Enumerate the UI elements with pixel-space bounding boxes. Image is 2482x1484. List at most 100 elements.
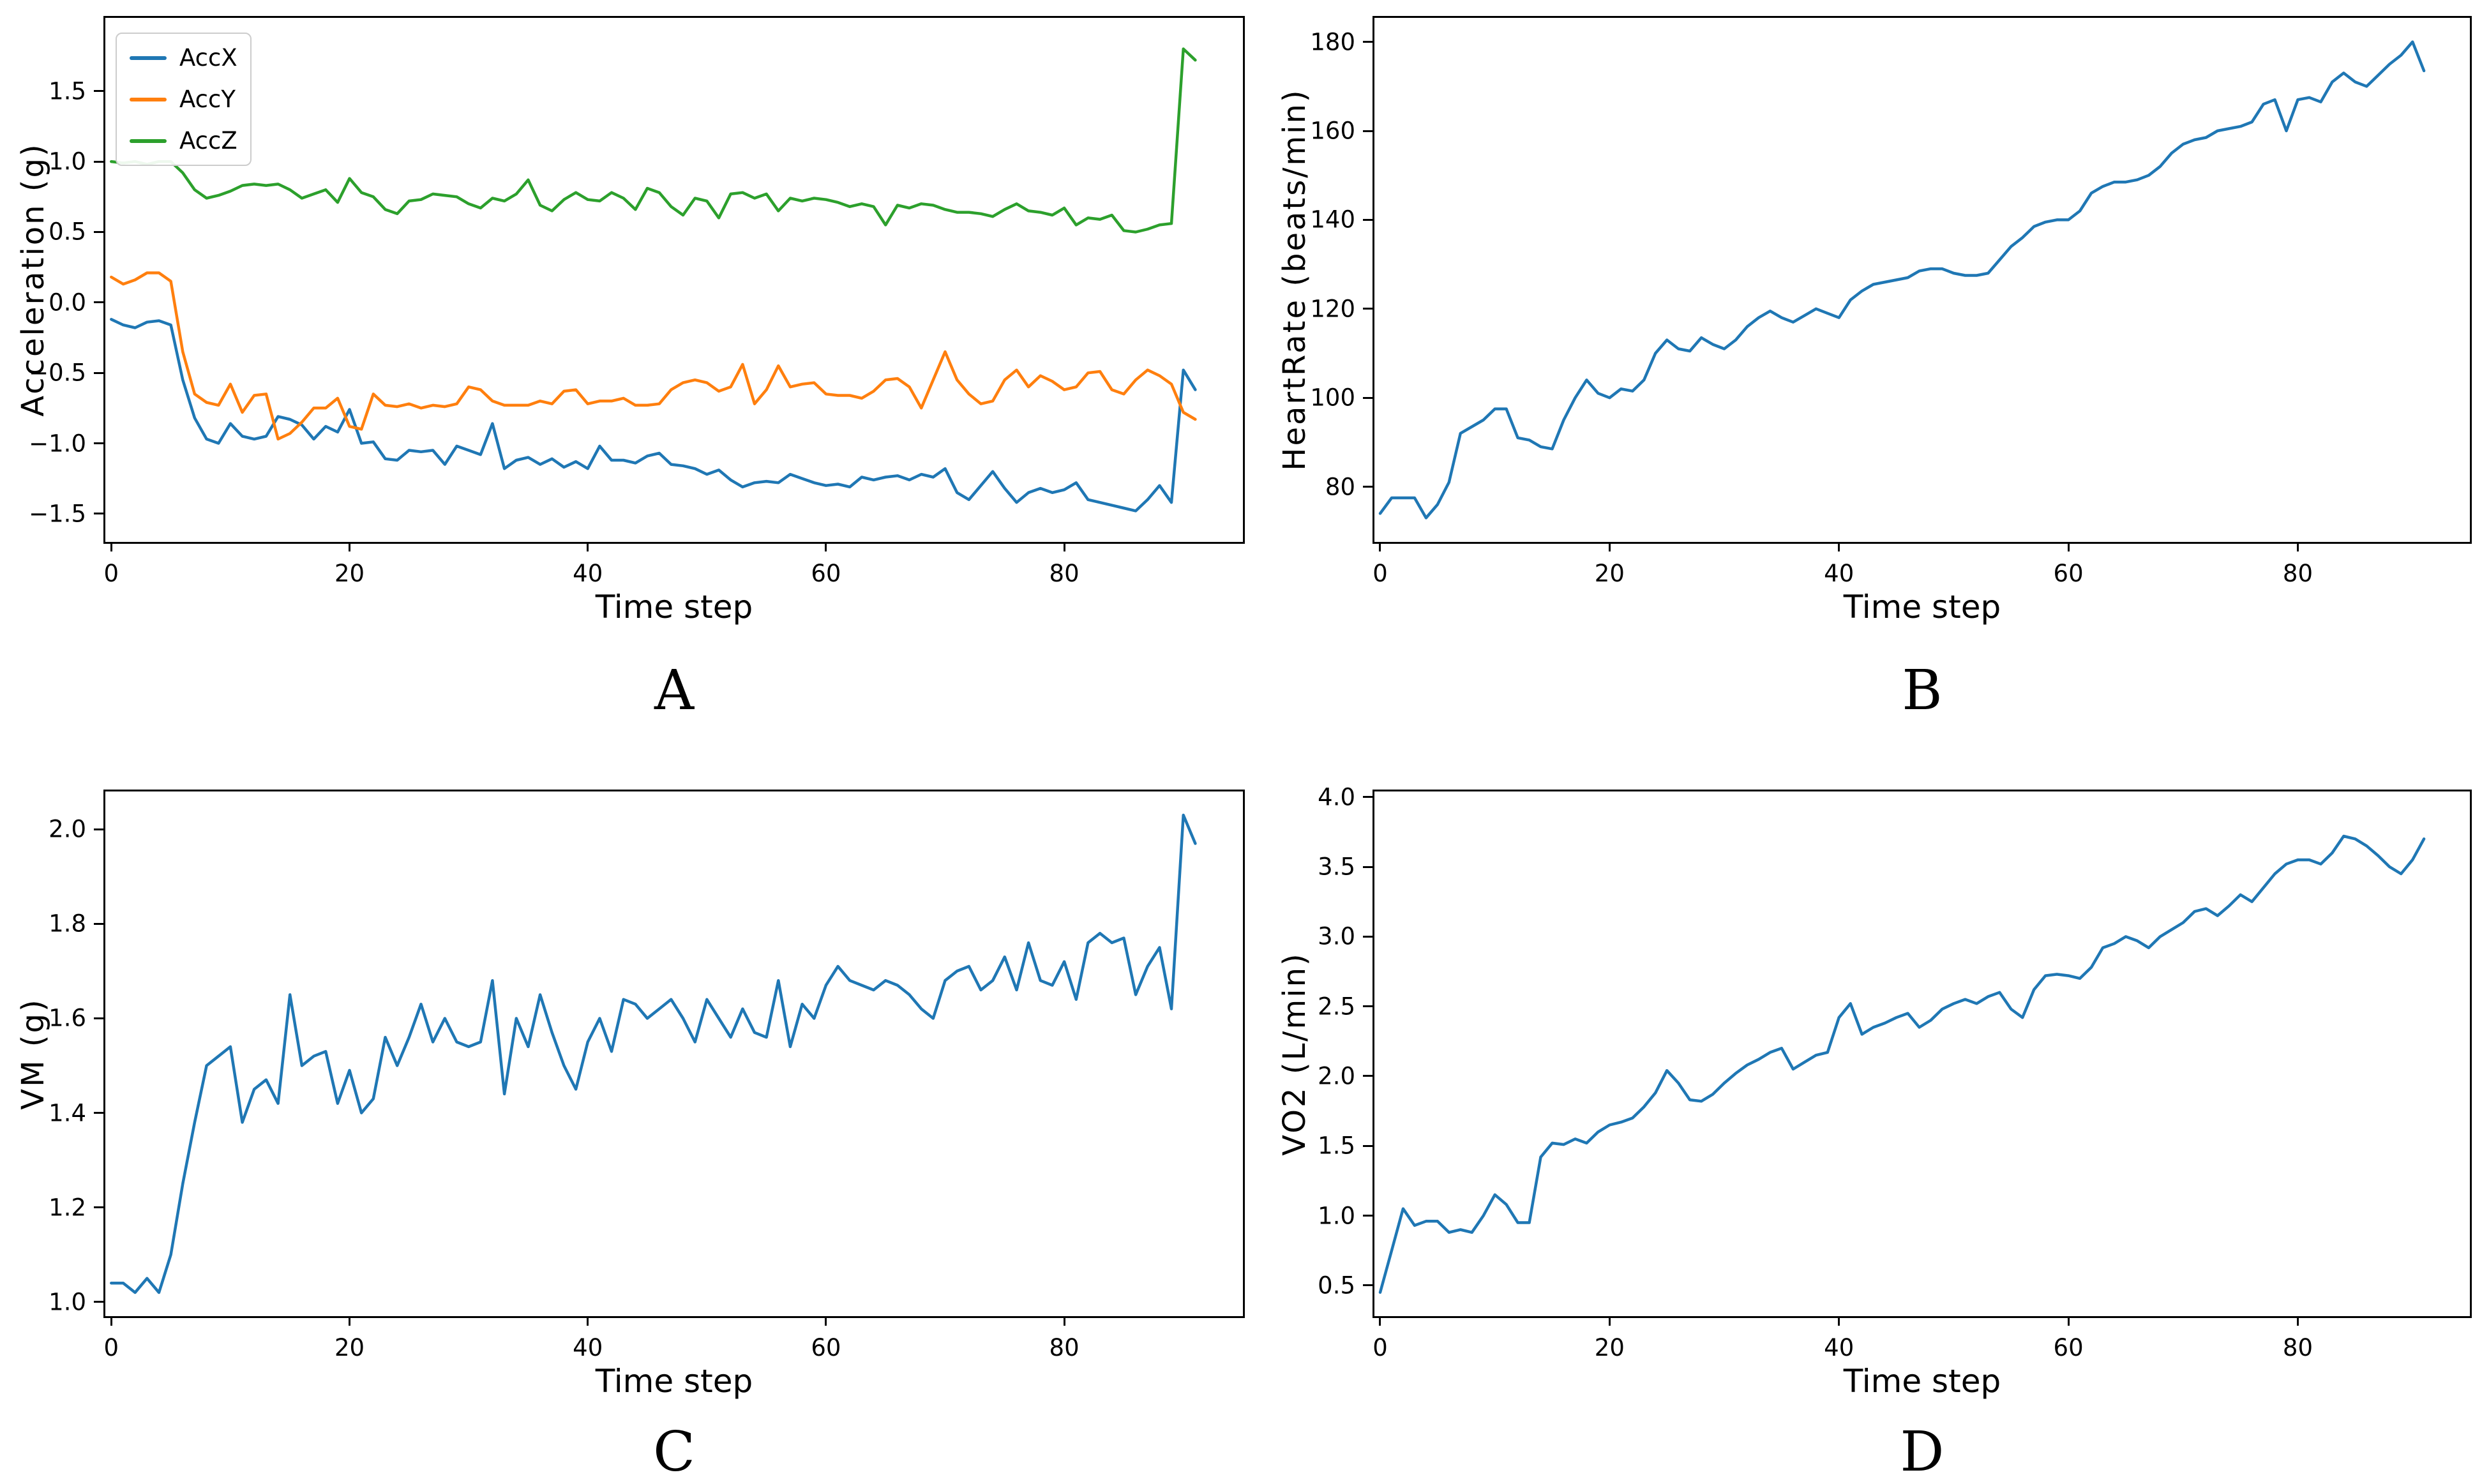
x-tick-label: 60 (811, 560, 841, 587)
y-tick-label: 1.2 (49, 1194, 86, 1222)
x-tick-label: 80 (2282, 560, 2313, 587)
y-tick-label: 1.0 (49, 147, 86, 176)
panel-a-plot-lines (110, 47, 1197, 513)
y-tick-label: 2.5 (1318, 993, 1355, 1021)
x-tick-mark (110, 542, 112, 551)
panel-c-plot-lines (110, 813, 1197, 1294)
x-tick-mark (1379, 542, 1381, 551)
x-tick-label: 0 (103, 1334, 119, 1361)
series-VM (110, 813, 1197, 1294)
y-tick-label: 180 (1310, 28, 1355, 56)
x-tick-label: 80 (1049, 560, 1079, 587)
x-tick-mark (2067, 1316, 2070, 1326)
y-tick-mark (1363, 1284, 1373, 1287)
x-tick-label: 20 (334, 1334, 365, 1361)
x-tick-label: 20 (1594, 560, 1625, 587)
x-tick-label: 20 (334, 560, 365, 587)
x-tick-label: 80 (1049, 1334, 1079, 1361)
series-AccY (110, 271, 1197, 441)
series-HeartRate (1378, 40, 2426, 520)
panel-c-ylabel: VM (g) (15, 998, 51, 1110)
y-tick-mark (1363, 396, 1373, 399)
x-tick-label: 40 (1824, 1334, 1854, 1361)
panel-a-xlabel: Time step (595, 588, 753, 626)
y-tick-label: 1.4 (49, 1099, 86, 1127)
y-tick-mark (94, 160, 103, 163)
y-tick-label: 0.5 (49, 218, 86, 246)
legend-label-AccZ: AccZ (179, 127, 237, 154)
panel-b-ylabel: HeartRate (beats/min) (1277, 88, 1312, 471)
x-tick-mark (825, 542, 827, 551)
panel-a-caption: A (654, 659, 695, 723)
x-tick-label: 0 (103, 560, 119, 587)
x-tick-mark (1838, 542, 1840, 551)
panel-c-xlabel: Time step (595, 1363, 753, 1400)
legend-line-sample-AccX (130, 56, 167, 60)
series-AccX (110, 318, 1197, 513)
x-tick-mark (349, 1316, 351, 1326)
x-tick-mark (1063, 1316, 1065, 1326)
y-tick-label: 1.6 (49, 1004, 86, 1032)
y-tick-mark (1363, 218, 1373, 221)
panel-b-axes: 0 20 40 60 80 80 100 120 140 160 180 (1310, 16, 2472, 587)
legend-item-AccX: AccX (130, 44, 237, 71)
legend-item-AccZ: AccZ (130, 127, 237, 154)
y-tick-label: −1.5 (29, 500, 86, 528)
x-tick-mark (2296, 1316, 2299, 1326)
x-tick-label: 40 (573, 1334, 603, 1361)
x-tick-mark (825, 1316, 827, 1326)
y-tick-mark (94, 90, 103, 93)
y-tick-mark (1363, 1005, 1373, 1008)
y-tick-label: 1.5 (49, 77, 86, 105)
x-tick-mark (2067, 542, 2070, 551)
panel-d-axes: 0 20 40 60 80 0.5 1.0 1.5 2.0 2.5 3.0 3.5 4.0 (1318, 783, 2472, 1361)
y-tick-label: 3.5 (1318, 853, 1355, 881)
y-tick-label: 1.0 (49, 1288, 86, 1316)
panel-d-caption: D (1900, 1420, 1944, 1484)
x-tick-label: 60 (2053, 1334, 2084, 1361)
y-tick-mark (94, 442, 103, 444)
x-tick-mark (2296, 542, 2299, 551)
x-tick-label: 0 (1373, 1334, 1388, 1361)
y-tick-label: 120 (1310, 295, 1355, 323)
legend-line-sample-AccZ (130, 139, 167, 143)
y-tick-mark (1363, 41, 1373, 43)
y-tick-label: −0.5 (29, 359, 86, 387)
y-tick-mark (1363, 1144, 1373, 1147)
y-tick-label: 1.5 (1318, 1132, 1355, 1160)
x-tick-label: 20 (1594, 1334, 1625, 1361)
panel-d-plot-lines (1378, 834, 2426, 1294)
series-AccZ (110, 47, 1197, 234)
x-tick-mark (1608, 542, 1611, 551)
panel-b-xlabel: Time step (1843, 588, 2001, 626)
x-tick-label: 0 (1373, 560, 1388, 587)
y-tick-label: 2.0 (1318, 1062, 1355, 1090)
legend-line-sample-AccY (130, 97, 167, 101)
y-tick-label: 80 (1325, 473, 1355, 501)
y-tick-mark (94, 301, 103, 304)
panel-d-xlabel: Time step (1843, 1363, 2001, 1400)
y-tick-label: 1.0 (1318, 1202, 1355, 1230)
x-tick-label: 60 (811, 1334, 841, 1361)
y-tick-mark (1363, 796, 1373, 798)
series-VO2 (1378, 834, 2426, 1294)
y-tick-label: 100 (1310, 384, 1355, 412)
legend-label-AccY: AccY (179, 86, 236, 113)
x-tick-mark (1838, 1316, 1840, 1326)
y-tick-mark (94, 828, 103, 830)
y-tick-mark (94, 1017, 103, 1019)
y-tick-mark (94, 1206, 103, 1209)
y-tick-mark (94, 230, 103, 233)
panel-c-axes: 0 20 40 60 80 1.0 1.2 1.4 1.6 1.8 2.0 (49, 790, 1245, 1361)
y-tick-mark (1363, 486, 1373, 488)
x-tick-mark (1063, 542, 1065, 551)
panel-b-plot-lines (1378, 40, 2426, 520)
x-tick-mark (587, 1316, 589, 1326)
y-tick-mark (1363, 130, 1373, 132)
y-tick-label: 140 (1310, 206, 1355, 234)
y-tick-label: 2.0 (49, 815, 86, 843)
y-tick-mark (1363, 308, 1373, 310)
y-tick-mark (94, 1112, 103, 1114)
legend-item-AccY: AccY (130, 86, 237, 113)
